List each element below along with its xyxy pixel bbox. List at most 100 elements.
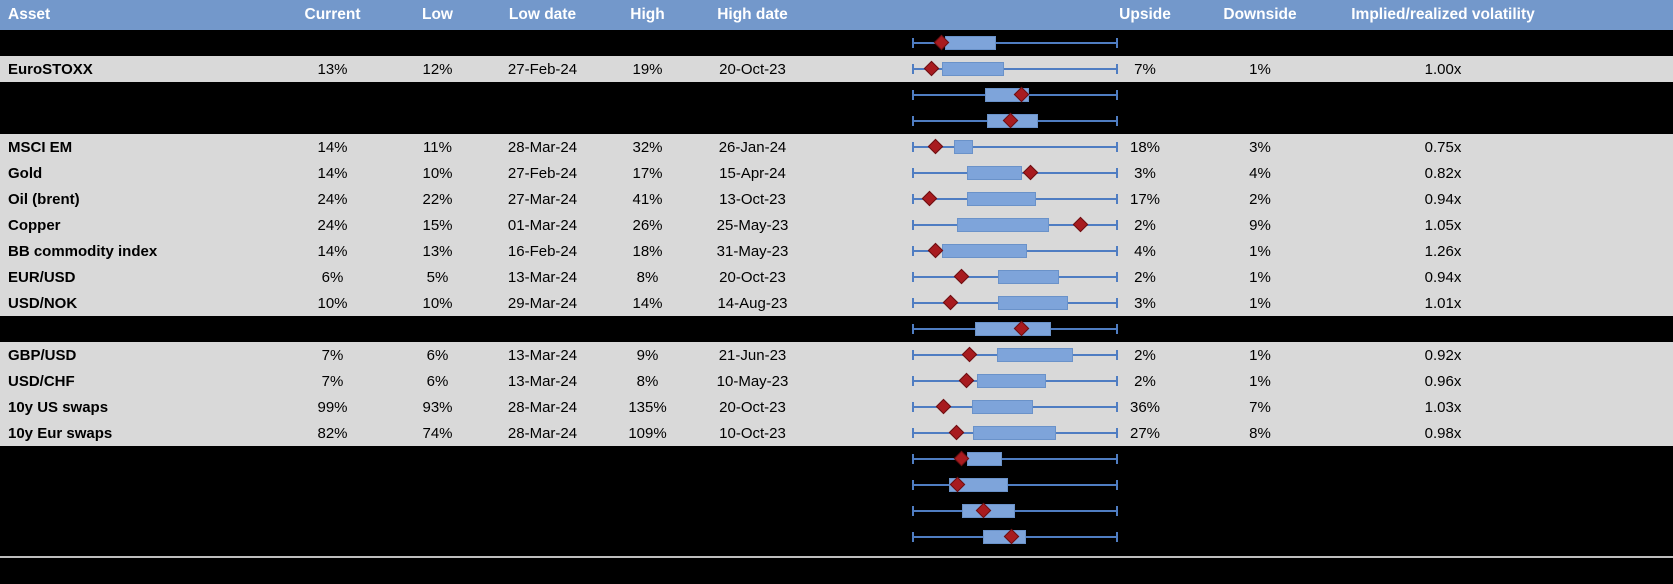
- high-vol-cell[interactable]: 19%: [632, 60, 663, 78]
- low-date-cell[interactable]: 13-Mar-24: [507, 372, 578, 390]
- downside-cell[interactable]: 2%: [1249, 190, 1271, 208]
- low-date-cell[interactable]: 29-Mar-24: [507, 294, 578, 312]
- current-vol-cell[interactable]: 24%: [317, 216, 348, 234]
- high-vol-cell[interactable]: 32%: [632, 138, 663, 156]
- implied-realized-cell[interactable]: 0.96x: [1424, 372, 1462, 390]
- upside-cell[interactable]: 2%: [1134, 216, 1156, 234]
- implied-realized-cell[interactable]: 0.98x: [1424, 424, 1462, 442]
- low-vol-cell[interactable]: 74%: [422, 424, 453, 442]
- upside-cell[interactable]: 4%: [1134, 242, 1156, 260]
- low-vol-cell[interactable]: 12%: [422, 60, 453, 78]
- low-vol-cell[interactable]: 5%: [426, 268, 449, 286]
- high-date-cell[interactable]: 15-Apr-24: [719, 164, 786, 182]
- current-vol-cell[interactable]: 14%: [317, 164, 348, 182]
- high-vol-cell[interactable]: 109%: [628, 424, 667, 442]
- downside-cell[interactable]: 1%: [1249, 242, 1271, 260]
- high-vol-cell[interactable]: 8%: [636, 372, 659, 390]
- downside-cell[interactable]: 8%: [1249, 424, 1271, 442]
- high-date-cell[interactable]: 20-Oct-23: [719, 60, 786, 78]
- implied-realized-cell[interactable]: 1.26x: [1424, 242, 1462, 260]
- column-header-low-date[interactable]: Low date: [508, 6, 577, 23]
- implied-realized-cell[interactable]: 1.05x: [1424, 216, 1462, 234]
- current-vol-cell[interactable]: 7%: [321, 346, 344, 364]
- implied-realized-cell[interactable]: 1.00x: [1424, 60, 1462, 78]
- low-vol-cell[interactable]: 93%: [422, 398, 453, 416]
- high-date-cell[interactable]: 21-Jun-23: [718, 346, 787, 364]
- high-date-cell[interactable]: 20-Oct-23: [719, 398, 786, 416]
- high-date-cell[interactable]: 20-Oct-23: [719, 268, 786, 286]
- downside-cell[interactable]: 1%: [1249, 294, 1271, 312]
- current-vol-cell[interactable]: 14%: [317, 138, 348, 156]
- high-date-cell[interactable]: 13-Oct-23: [719, 190, 786, 208]
- implied-realized-cell[interactable]: 0.82x: [1424, 164, 1462, 182]
- asset-cell[interactable]: EUR/USD: [8, 268, 76, 286]
- current-vol-cell[interactable]: 13%: [317, 60, 348, 78]
- low-date-cell[interactable]: 13-Mar-24: [507, 346, 578, 364]
- low-date-cell[interactable]: 28-Mar-24: [507, 398, 578, 416]
- implied-realized-cell[interactable]: 0.92x: [1424, 346, 1462, 364]
- current-vol-cell[interactable]: 10%: [317, 294, 348, 312]
- downside-cell[interactable]: 3%: [1249, 138, 1271, 156]
- column-header-upside[interactable]: Upside: [1119, 6, 1171, 23]
- low-vol-cell[interactable]: 6%: [426, 372, 449, 390]
- downside-cell[interactable]: 4%: [1249, 164, 1271, 182]
- low-vol-cell[interactable]: 13%: [422, 242, 453, 260]
- low-date-cell[interactable]: 27-Mar-24: [507, 190, 578, 208]
- high-vol-cell[interactable]: 9%: [636, 346, 659, 364]
- column-header-implied-realized[interactable]: Implied/realized volatility: [1351, 6, 1535, 23]
- upside-cell[interactable]: 2%: [1134, 268, 1156, 286]
- current-vol-cell[interactable]: 82%: [317, 424, 348, 442]
- asset-cell[interactable]: 10y Eur swaps: [8, 424, 113, 442]
- downside-cell[interactable]: 1%: [1249, 372, 1271, 390]
- asset-cell[interactable]: MSCI EM: [8, 138, 73, 156]
- upside-cell[interactable]: 27%: [1129, 424, 1161, 442]
- downside-cell[interactable]: 1%: [1249, 346, 1271, 364]
- high-vol-cell[interactable]: 17%: [632, 164, 663, 182]
- asset-cell[interactable]: GBP/USD: [8, 346, 77, 364]
- implied-realized-cell[interactable]: 1.03x: [1424, 398, 1462, 416]
- high-vol-cell[interactable]: 14%: [632, 294, 663, 312]
- upside-cell[interactable]: 2%: [1134, 346, 1156, 364]
- high-date-cell[interactable]: 14-Aug-23: [717, 294, 788, 312]
- asset-cell[interactable]: EuroSTOXX: [8, 60, 93, 78]
- low-vol-cell[interactable]: 6%: [426, 346, 449, 364]
- upside-cell[interactable]: 18%: [1129, 138, 1161, 156]
- low-date-cell[interactable]: 27-Feb-24: [507, 60, 578, 78]
- implied-realized-cell[interactable]: 0.75x: [1424, 138, 1462, 156]
- low-vol-cell[interactable]: 11%: [423, 138, 452, 156]
- high-vol-cell[interactable]: 18%: [632, 242, 663, 260]
- upside-cell[interactable]: 3%: [1134, 164, 1156, 182]
- downside-cell[interactable]: 7%: [1249, 398, 1271, 416]
- low-date-cell[interactable]: 27-Feb-24: [507, 164, 578, 182]
- downside-cell[interactable]: 9%: [1249, 216, 1271, 234]
- high-date-cell[interactable]: 10-Oct-23: [719, 424, 786, 442]
- current-vol-cell[interactable]: 99%: [317, 398, 348, 416]
- asset-cell[interactable]: USD/CHF: [8, 372, 75, 390]
- current-vol-cell[interactable]: 7%: [321, 372, 344, 390]
- upside-cell[interactable]: 36%: [1129, 398, 1161, 416]
- high-vol-cell[interactable]: 41%: [632, 190, 663, 208]
- upside-cell[interactable]: 17%: [1129, 190, 1161, 208]
- asset-cell[interactable]: 10y US swaps: [8, 398, 109, 416]
- upside-cell[interactable]: 3%: [1134, 294, 1156, 312]
- high-vol-cell[interactable]: 26%: [632, 216, 663, 234]
- asset-cell[interactable]: BB commodity index: [8, 242, 158, 260]
- low-vol-cell[interactable]: 15%: [422, 216, 453, 234]
- low-date-cell[interactable]: 28-Mar-24: [507, 424, 578, 442]
- upside-cell[interactable]: 7%: [1134, 60, 1156, 78]
- low-date-cell[interactable]: 28-Mar-24: [507, 138, 578, 156]
- low-vol-cell[interactable]: 10%: [422, 294, 453, 312]
- downside-cell[interactable]: 1%: [1249, 60, 1271, 78]
- column-header-high-date[interactable]: High date: [717, 6, 788, 23]
- low-date-cell[interactable]: 01-Mar-24: [507, 216, 578, 234]
- current-vol-cell[interactable]: 6%: [321, 268, 344, 286]
- high-vol-cell[interactable]: 135%: [628, 398, 667, 416]
- high-vol-cell[interactable]: 8%: [636, 268, 659, 286]
- implied-realized-cell[interactable]: 0.94x: [1424, 268, 1462, 286]
- low-vol-cell[interactable]: 22%: [422, 190, 453, 208]
- current-vol-cell[interactable]: 14%: [317, 242, 348, 260]
- high-date-cell[interactable]: 26-Jan-24: [718, 138, 787, 156]
- high-date-cell[interactable]: 31-May-23: [716, 242, 789, 260]
- column-header-low[interactable]: Low: [422, 6, 453, 23]
- column-header-current[interactable]: Current: [304, 6, 361, 23]
